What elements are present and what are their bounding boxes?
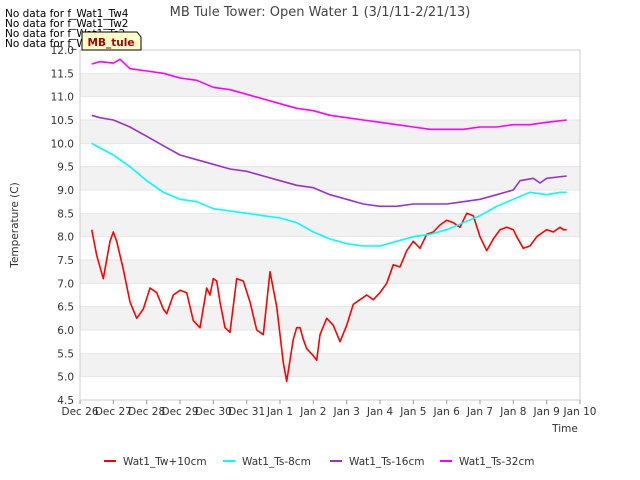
x-tick-label: Jan 6	[433, 406, 461, 418]
y-ticks: 4.5 5.0 5.5 6.0 6.5 7.0 7.5 8.0 8.5 9.0 9.5 10.0 10.…	[51, 45, 74, 407]
x-tick-label: Jan 1	[266, 406, 293, 418]
y-tick-label: 10.0	[51, 138, 74, 150]
grid-band	[80, 213, 580, 237]
series-line-4	[91, 58, 567, 131]
y-tick-label: 11.5	[51, 68, 74, 80]
grid-band	[80, 73, 580, 97]
badge-label: MB_tule	[88, 37, 135, 49]
x-axis-label: Time	[551, 423, 578, 435]
y-tick-label: 8.5	[57, 208, 74, 220]
plot-frame	[79, 49, 581, 401]
grid-bands	[80, 49, 580, 401]
badge: MB_tule	[81, 31, 142, 51]
y-tick-label: 7.0	[57, 278, 74, 290]
no-data-message-2: No data for f_Wat1_Tw2	[5, 18, 129, 30]
x-tick-label: Jan 3	[333, 406, 360, 418]
x-tick-label: Jan 9	[533, 406, 560, 418]
x-tick-label: Jan 8	[499, 406, 526, 418]
y-tick-label: 11.0	[51, 92, 74, 104]
x-tick-label: Dec 28	[128, 406, 165, 418]
x-tick-label: Dec 30	[195, 406, 232, 418]
grid-band	[80, 120, 580, 144]
series-lines	[90, 58, 567, 383]
legend-label: Wat1_Ts-32cm	[459, 456, 535, 468]
chart-title: MB Tule Tower: Open Water 1 (3/1/11-2/21…	[170, 5, 471, 20]
legend-label: Wat1_Tw+10cm	[123, 456, 207, 468]
legend-label: Wat1_Ts-16cm	[349, 456, 425, 468]
x-tick-label: Dec 26	[61, 406, 98, 418]
series-line-1	[90, 212, 567, 383]
y-tick-label: 7.5	[57, 255, 74, 267]
no-data-message-1: No data for f_Wat1_Tw4	[5, 8, 129, 20]
y-tick-label: 5.0	[57, 372, 74, 384]
x-tick-label: Jan 7	[466, 406, 493, 418]
x-tick-label: Dec 29	[161, 406, 198, 418]
y-tick-label: 9.5	[57, 162, 74, 174]
grid-band	[80, 260, 580, 284]
legend: Wat1_Tw+10cm Wat1_Ts-8cm Wat1_Ts-16cm Wat1_…	[104, 456, 535, 468]
legend-label: Wat1_Ts-8cm	[242, 456, 311, 468]
y-tick-label: 10.5	[51, 115, 74, 127]
y-tick-label: 4.5	[57, 395, 74, 407]
y-axis-label: Temperature (C)	[9, 182, 21, 268]
y-tick-label: 5.5	[57, 348, 74, 360]
y-tick-label: 9.0	[57, 185, 74, 197]
y-tick-label: 12.0	[51, 45, 74, 57]
x-tick-label: Dec 27	[95, 406, 132, 418]
y-tick-label: 6.0	[57, 325, 74, 337]
grid-band	[80, 166, 580, 190]
no-data-message-3: No data for f_Wat1_Ts2	[5, 28, 126, 40]
x-tick-label: Dec 31	[228, 406, 265, 418]
x-tick-label: Jan 2	[299, 406, 326, 418]
x-tick-label: Jan 5	[399, 406, 426, 418]
grid-band	[80, 353, 580, 377]
y-tick-label: 6.5	[57, 302, 74, 314]
x-tick-label: Jan 10	[563, 406, 597, 418]
x-tick-label: Jan 4	[366, 406, 394, 418]
series-line-3	[91, 114, 567, 208]
y-tick-label: 8.0	[57, 232, 74, 244]
no-data-message-4: No data for f_Wat1_Tw6	[5, 38, 129, 50]
grid-band	[80, 306, 580, 330]
series-line-2	[91, 142, 567, 247]
